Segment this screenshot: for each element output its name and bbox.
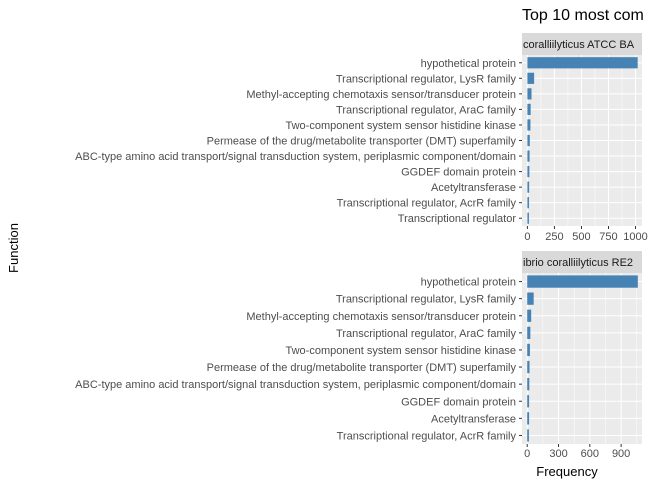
x-tick-label: 0 [524,448,530,460]
facet-panel-1: coralliilyticus ATCC BA 0 250 500 750 1000 hyp… [75,33,648,243]
bar [527,181,530,193]
x-tick-label: 300 [549,448,567,460]
bar [527,197,530,209]
category-label: Transcriptional regulator, AraC family [336,104,516,116]
bar [527,275,638,288]
facet-strip [522,251,642,273]
bar [527,134,530,147]
x-axis-title: Frequency [536,464,598,479]
category-label: Acetyltransferase [431,413,516,425]
bar [527,343,530,357]
category-label: GGDEF domain protein [401,396,516,408]
facet-strip-label-group: ibrio coralliilyticus RE2 [523,257,633,269]
bar [527,119,531,131]
bar [527,150,530,162]
x-tick-label: 1000 [623,231,647,243]
facet-strip [522,33,642,55]
category-label: Transcriptional regulator, AcrR family [337,198,517,210]
x-tick-label: 500 [572,231,590,243]
x-tick-label: 750 [599,231,617,243]
facet-strip-label-group: coralliilyticus ATCC BA [523,39,635,51]
bar [527,165,530,178]
category-label: Two-component system sensor histidine ki… [286,345,517,357]
facet-panels: coralliilyticus ATCC BA 0 250 500 750 1000 hyp… [75,33,648,460]
bar [527,360,530,374]
category-label: Transcriptional regulator [398,213,517,225]
category-label: ABC-type amino acid transport/signal tra… [75,379,516,391]
bar [527,103,531,116]
gridlines [522,273,642,444]
facet-strip-label: coralliilyticus ATCC BA [523,39,635,51]
chart-title: Top 10 most com [522,7,644,24]
bar [527,57,638,69]
x-tick-label: 250 [545,231,563,243]
category-label: GGDEF domain protein [401,167,516,179]
facet-strip-label: ibrio coralliilyticus RE2 [523,257,633,269]
bar [527,429,529,442]
bar [527,309,532,322]
category-label: Transcriptional regulator, AraC family [336,328,516,340]
bar [527,212,529,224]
facet-panel-2: ibrio coralliilyticus RE2 0 300 600 900 hypot… [75,251,642,460]
category-label: Permease of the drug/metabolite transpor… [207,362,517,374]
category-label: Transcriptional regulator, LysR family [336,73,517,85]
category-label: hypothetical protein [421,277,516,289]
category-label: hypothetical protein [421,58,516,70]
category-label: Methyl-accepting chemotaxis sensor/trans… [246,311,516,323]
bar [527,412,530,425]
category-label: Transcriptional regulator, AcrR family [337,430,517,442]
x-tick-label: 0 [524,231,530,243]
bar [527,395,530,408]
bar [527,326,531,340]
bar [527,292,534,305]
category-label: Two-component system sensor histidine ki… [286,120,517,132]
category-label: Transcriptional regulator, LysR family [336,294,517,306]
gridlines [522,55,642,226]
bar [527,377,530,391]
y-axis-title: Function [6,223,21,273]
x-tick-label: 900 [612,448,630,460]
bar [527,72,535,84]
x-tick-label: 600 [581,448,599,460]
category-label: Permease of the drug/metabolite transpor… [207,136,517,148]
category-label: Methyl-accepting chemotaxis sensor/trans… [246,89,516,101]
category-label: Acetyltransferase [431,182,516,194]
bar [527,88,532,100]
plot-panel-background [522,273,642,444]
category-label: ABC-type amino acid transport/signal tra… [75,151,516,163]
